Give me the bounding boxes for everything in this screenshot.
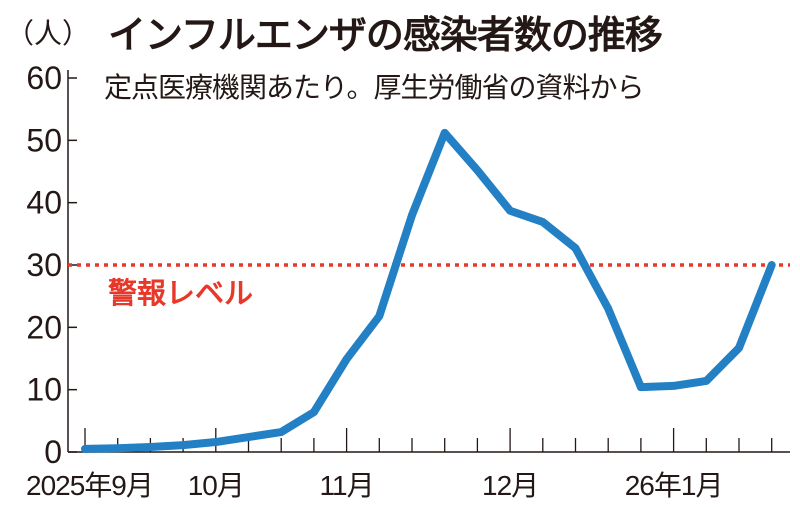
x-tick-label: 10月: [188, 470, 244, 501]
y-tick-label: 10: [26, 372, 62, 408]
y-tick-label: 30: [26, 247, 62, 283]
y-tick-label: 60: [26, 60, 62, 96]
y-tick-label: 0: [44, 434, 62, 470]
x-tick-label: 26年1月: [625, 470, 723, 501]
y-tick-label: 40: [26, 185, 62, 221]
y-tick-label: 50: [26, 122, 62, 158]
x-tick-label: 2025年9月: [26, 470, 153, 501]
alert-level-label: 警報レベル: [108, 276, 253, 310]
chart-subtitle: 定点医療機関あたり。厚生労働省の資料から: [104, 71, 644, 104]
y-tick-label: 20: [26, 309, 62, 345]
chart-title: インフルエンザの感染者数の推移: [108, 13, 663, 57]
series-line: [81, 128, 776, 453]
x-tick-label: 12月: [482, 470, 538, 501]
x-tick-label: 11月: [320, 470, 374, 501]
y-unit-label: （人）: [6, 17, 91, 50]
